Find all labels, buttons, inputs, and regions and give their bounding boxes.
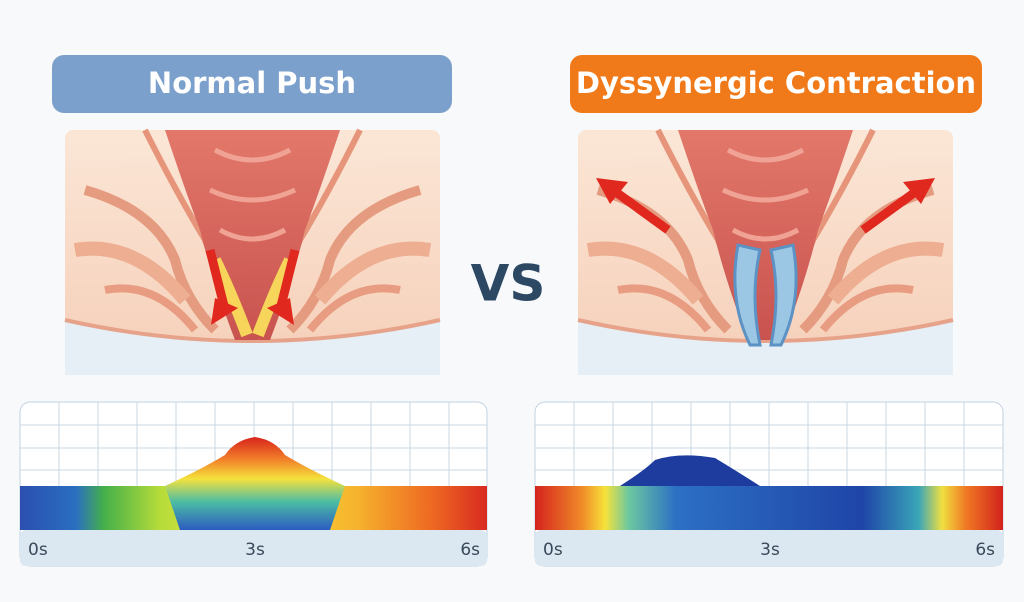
anatomy-normal (65, 130, 440, 375)
heatmap-dyssynergic: 0s 3s 6s (534, 401, 1004, 567)
time-label: 6s (975, 540, 995, 560)
panel-title: Normal Push (148, 66, 356, 100)
time-label: 0s (28, 540, 48, 560)
time-label: 0s (543, 540, 563, 560)
panel-title: Dyssynergic Contraction (576, 66, 976, 100)
heatmap-normal: 0s 3s 6s (19, 401, 488, 567)
title-pill (570, 55, 982, 113)
time-label: 3s (245, 540, 265, 560)
vs-label: VS (471, 255, 546, 313)
time-label: 6s (460, 540, 480, 560)
anatomy-dyssynergic (578, 130, 953, 375)
time-label: 3s (760, 540, 780, 560)
title-pill (52, 55, 452, 113)
